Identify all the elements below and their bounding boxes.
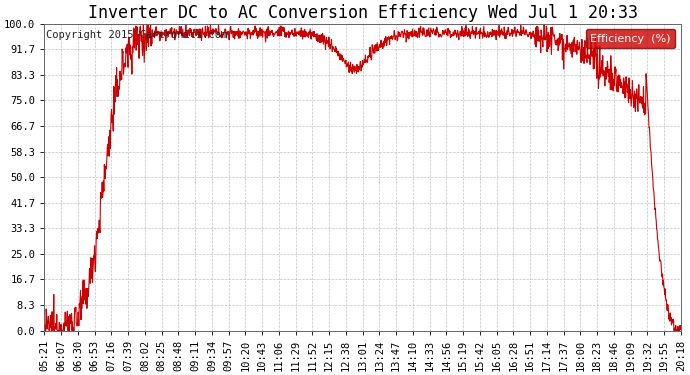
Text: Copyright 2015 Cartronics.com: Copyright 2015 Cartronics.com <box>46 30 227 40</box>
Legend: Efficiency  (%): Efficiency (%) <box>586 29 676 48</box>
Title: Inverter DC to AC Conversion Efficiency Wed Jul 1 20:33: Inverter DC to AC Conversion Efficiency … <box>88 4 638 22</box>
